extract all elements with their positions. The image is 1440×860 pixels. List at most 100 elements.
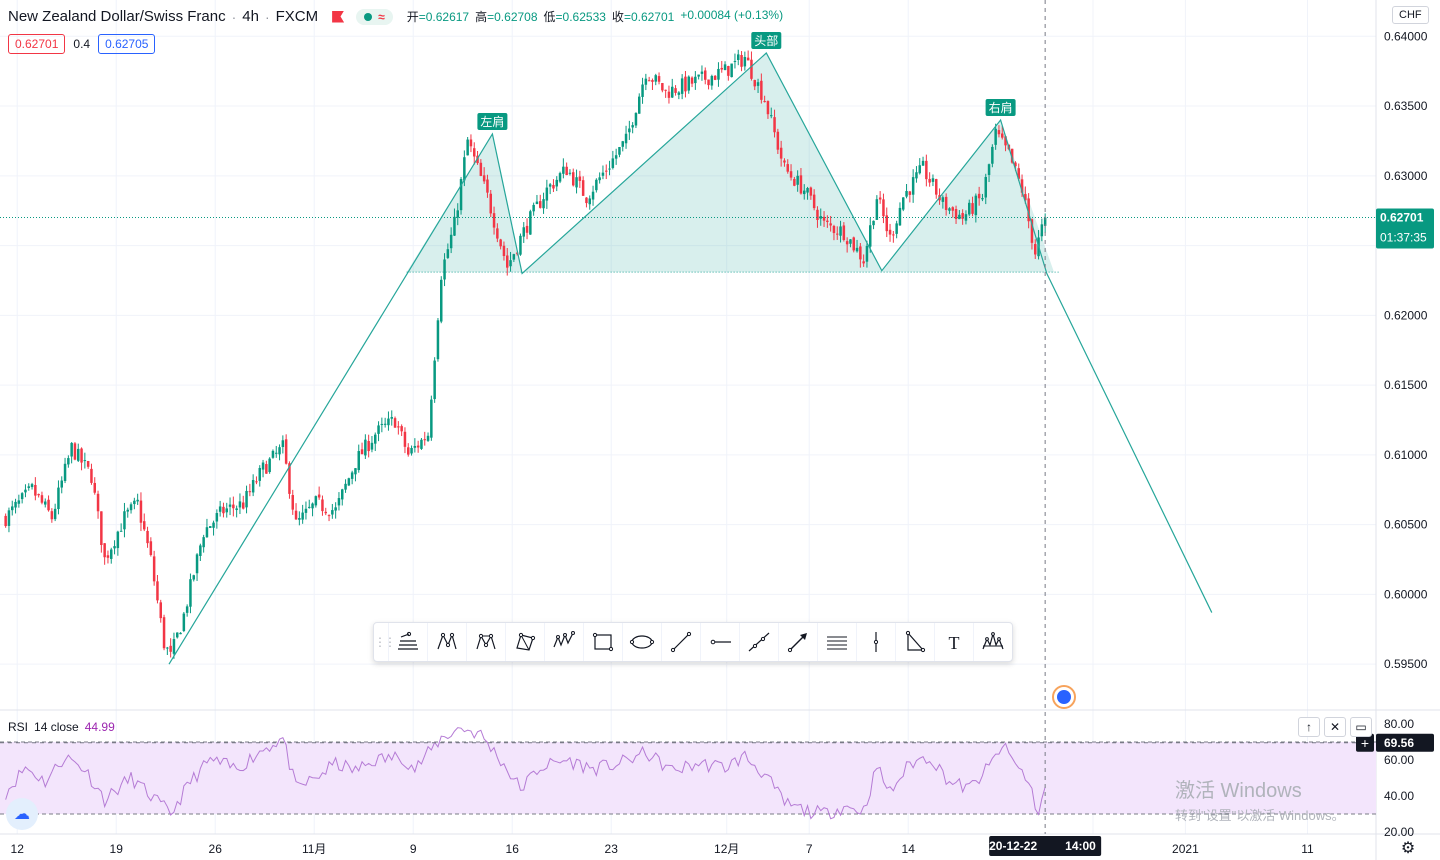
close-pane-button[interactable]: ✕ — [1324, 717, 1346, 737]
extended-line-button[interactable] — [739, 623, 778, 661]
candle — [189, 573, 192, 614]
drawing-toolbar[interactable]: ⋮⋮ T — [373, 622, 1013, 662]
candle — [578, 170, 582, 188]
candle — [116, 530, 120, 556]
candle — [63, 457, 67, 484]
currency-button[interactable]: CHF — [1392, 6, 1429, 24]
candle — [40, 491, 44, 505]
candle — [539, 194, 542, 209]
tradingview-logo-icon[interactable]: ☁ — [6, 798, 38, 830]
symbol-legend[interactable]: New Zealand Dollar/Swiss Franc · 4h · FX… — [8, 8, 784, 25]
svg-text:69.56: 69.56 — [1384, 736, 1414, 750]
candle — [994, 123, 997, 150]
time-tick-label: 2021 — [1172, 842, 1199, 856]
horizontal-ray-button[interactable] — [700, 623, 739, 661]
ellipse-button[interactable] — [622, 623, 661, 661]
interval-label[interactable]: 4h — [242, 8, 259, 25]
rsi-legend[interactable]: RSI 14 close 44.99 — [8, 720, 115, 734]
candle — [849, 239, 852, 248]
symbol-title[interactable]: New Zealand Dollar/Swiss Franc — [8, 8, 226, 25]
candle — [707, 79, 710, 90]
candle — [298, 511, 301, 526]
candle — [383, 417, 387, 428]
candle — [568, 169, 572, 176]
triangle-pattern-button[interactable] — [895, 623, 934, 661]
candle — [661, 82, 664, 93]
extended-line-icon — [748, 632, 770, 652]
candle — [865, 240, 869, 268]
vertical-line-button[interactable] — [856, 623, 895, 661]
candle — [185, 604, 189, 617]
right-shoulder-label[interactable]: 右肩 — [985, 99, 1016, 116]
candle — [73, 442, 77, 461]
candle — [367, 434, 370, 458]
left-shoulder-label[interactable]: 左肩 — [477, 112, 508, 130]
svg-text:右肩: 右肩 — [989, 100, 1013, 115]
text-button[interactable]: T — [934, 623, 973, 661]
cypher-pattern-button[interactable] — [466, 623, 505, 661]
candle — [123, 502, 126, 538]
buy-button[interactable]: 0.62705 — [98, 34, 156, 54]
candle — [34, 477, 37, 501]
add-plus-icon[interactable]: + — [1356, 733, 1374, 752]
candle — [47, 495, 50, 512]
candle — [657, 72, 661, 85]
candle — [271, 449, 275, 459]
candle — [522, 222, 525, 243]
sell-button[interactable]: 0.62701 — [8, 34, 66, 54]
candle — [291, 489, 294, 515]
price-tick-label: 0.64000 — [1384, 29, 1428, 43]
drag-handle-icon[interactable]: ⋮⋮ — [374, 635, 396, 649]
head-shoulders-button[interactable] — [973, 623, 1012, 661]
flag-icon[interactable] — [332, 10, 345, 23]
move-pane-up-button[interactable]: ↑ — [1298, 717, 1320, 737]
quote-row[interactable]: 0.62701 0.4 0.62705 — [8, 34, 156, 54]
candle — [548, 182, 552, 195]
candle — [449, 227, 453, 254]
candle — [321, 495, 324, 516]
maximize-pane-button[interactable]: ▭ — [1350, 717, 1372, 737]
candle — [644, 73, 648, 91]
candle — [512, 253, 516, 263]
candle — [621, 140, 624, 152]
candle — [324, 507, 327, 516]
candle — [126, 507, 129, 518]
candle — [872, 220, 875, 230]
abcd-pattern-button[interactable] — [505, 623, 544, 661]
candle — [149, 537, 153, 557]
gear-icon[interactable]: ⚙ — [1400, 840, 1416, 857]
rectangle-button[interactable] — [583, 623, 622, 661]
candle — [390, 410, 393, 426]
candle — [558, 171, 562, 184]
candle — [106, 550, 110, 564]
candle — [166, 646, 169, 656]
price-tick-label: 0.61000 — [1384, 448, 1428, 462]
horizontal-ray-icon — [710, 639, 731, 645]
three-drives-button[interactable] — [544, 623, 583, 661]
candle — [694, 71, 697, 90]
candle — [565, 162, 568, 176]
xabcd-tool-button[interactable] — [388, 623, 427, 661]
time-axis[interactable]: 12 19 26 11月 9 16 23 12月 7 14:00 2021 11 — [11, 842, 1315, 856]
fib-channel-button[interactable] — [817, 623, 856, 661]
rsi-crosshair-tag: 69.56 — [1376, 733, 1434, 752]
pane-controls[interactable]: ↑ ✕ ▭ — [1298, 717, 1372, 737]
market-status[interactable]: ≈ — [356, 8, 393, 25]
candle — [506, 247, 509, 276]
price-axis[interactable]: 0.64000 0.63500 0.63000 0.62000 0.61500 0.610… — [1384, 29, 1428, 839]
candle — [248, 483, 252, 497]
candle — [364, 434, 367, 460]
xabcd-pattern-button[interactable] — [427, 623, 466, 661]
time-tick-label: 12月 — [714, 842, 739, 856]
news-event-icon[interactable] — [1052, 685, 1076, 709]
svg-text:T: T — [949, 633, 960, 653]
arrow-button[interactable] — [778, 623, 817, 661]
candle — [209, 526, 212, 529]
candle — [407, 443, 410, 457]
trend-line-button[interactable] — [661, 623, 700, 661]
head-label[interactable]: 头部 — [751, 32, 782, 50]
time-tick-label: 11月 — [302, 842, 326, 856]
